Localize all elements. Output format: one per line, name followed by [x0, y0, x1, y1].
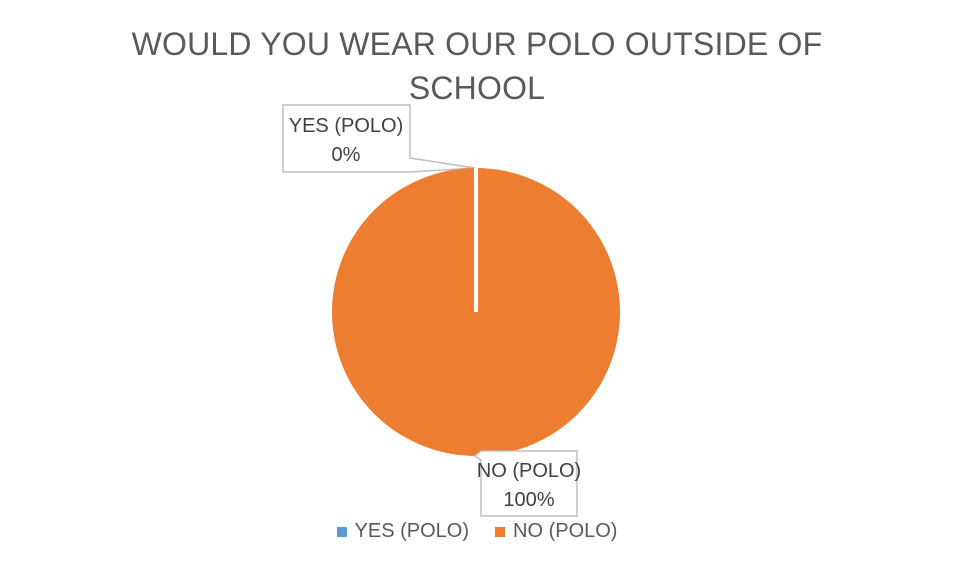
legend-label-yes: YES (POLO): [354, 520, 470, 542]
data-label-yes: YES (POLO) 0%: [282, 104, 476, 173]
legend: YES (POLO) NO (POLO): [0, 520, 954, 543]
chart-title: WOULD YOU WEAR OUR POLO OUTSIDE OF SCHOO…: [131, 26, 823, 106]
legend-item-no: NO (POLO): [495, 520, 617, 543]
data-label-yes-percent: 0%: [332, 144, 361, 166]
legend-label-no: NO (POLO): [513, 520, 618, 542]
legend-swatch-no: [495, 526, 506, 537]
pie-slices: [332, 168, 620, 456]
legend-item-yes: YES (POLO): [336, 520, 470, 543]
legend-swatch-yes: [336, 526, 347, 537]
data-label-no-callout: [473, 450, 578, 517]
data-label-yes-category: YES (POLO): [289, 115, 403, 137]
data-label-no-percent: 100%: [503, 489, 554, 511]
data-label-no-category: NO (POLO): [477, 460, 581, 482]
data-label-no: NO (POLO) 100%: [473, 450, 581, 517]
